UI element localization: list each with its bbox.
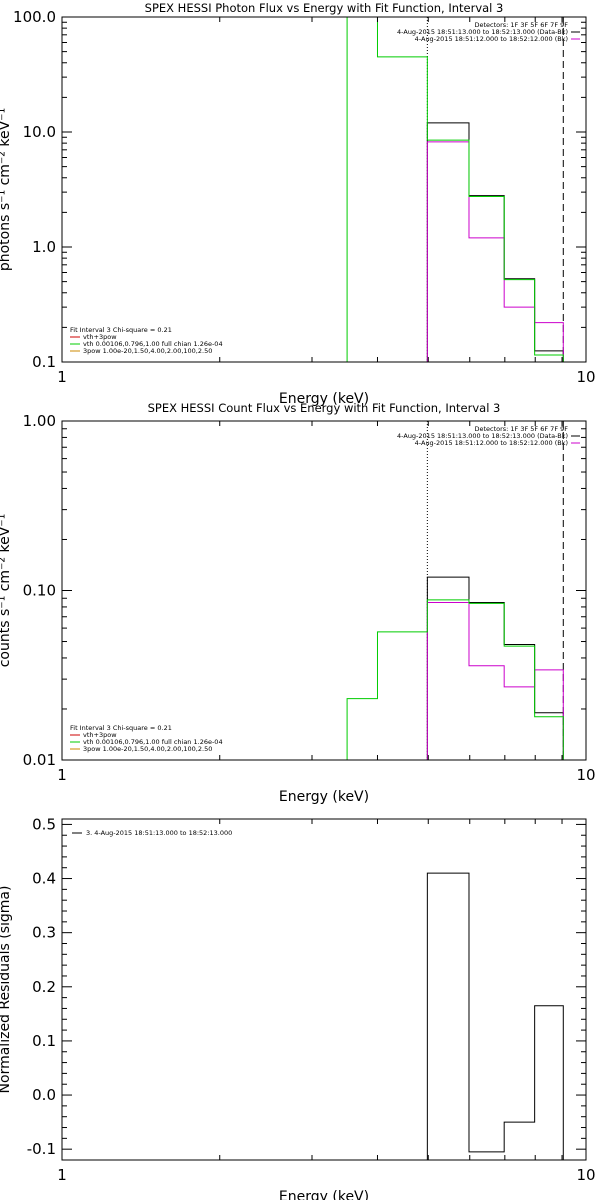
- legend-entry: 3pow 1.00e-20,1.50,4.00,2.00,100,2.50: [83, 745, 212, 753]
- legend-entry: vth+3pow: [83, 731, 117, 739]
- legend-entry: 4-Aug-2015 18:51:13.000 to 18:52:13.000 …: [397, 432, 568, 440]
- legend-entry: vth 0.00106,0.796,1.00 full chian 1.26e-…: [83, 738, 223, 746]
- chart-title: SPEX HESSI Count Flux vs Energy with Fit…: [148, 401, 501, 415]
- legend-entry: Detectors: 1F 3F 5F 6F 7F 9F: [474, 21, 568, 29]
- legend-entry: Detectors: 1F 3F 5F 6F 7F 9F: [474, 425, 568, 433]
- plot-frame: [61, 420, 587, 761]
- series-1-step: [426, 122, 564, 362]
- y-tick-label: 10.0: [23, 123, 56, 141]
- series-3-step: [346, 599, 564, 760]
- y-axis-label: counts s⁻¹ cm⁻² keV⁻¹: [0, 514, 13, 668]
- series-3-step: [346, 17, 564, 362]
- series-1-step: [426, 576, 564, 760]
- chart-panel-2: SPEX HESSI Count Flux vs Energy with Fit…: [0, 401, 596, 805]
- y-tick-label: 0.1: [32, 353, 56, 371]
- chart-title: SPEX HESSI Photon Flux vs Energy with Fi…: [145, 1, 504, 15]
- legend-entry: vth+3pow: [83, 333, 117, 341]
- legend-entry: vth 0.00106,0.796,1.00 full chian 1.26e-…: [83, 340, 223, 348]
- y-tick-label: 0.3: [32, 924, 56, 942]
- series-2-step: [426, 141, 564, 362]
- y-axis-label: Normalized Residuals (sigma): [0, 886, 13, 1094]
- y-tick-label: 100.0: [13, 8, 56, 26]
- x-tick-label: 1: [57, 368, 67, 386]
- series-1-step: [426, 872, 564, 1160]
- x-axis-label: Energy (keV): [279, 391, 369, 407]
- y-tick-label: 1.00: [23, 412, 56, 430]
- y-tick-label: -0.1: [27, 1140, 56, 1158]
- y-tick-label: 0.2: [32, 978, 56, 996]
- legend-entry: Fit Interval 3 Chi-square = 0.21: [70, 326, 172, 334]
- series-2-step: [426, 601, 564, 760]
- x-tick-label: 10: [576, 1166, 595, 1184]
- x-tick-label: 10: [576, 368, 595, 386]
- chart-panel-3: 1 10 -0.1 0.0 0.1 0.2 0.3 0.4 0.5 Energy (keV) Nor…: [0, 815, 596, 1200]
- legend-entry: 3pow 1.00e-20,1.50,4.00,2.00,100,2.50: [83, 347, 212, 355]
- chart-panel-1: SPEX HESSI Photon Flux vs Energy with Fi…: [0, 1, 596, 407]
- y-tick-label: 0.4: [32, 870, 56, 888]
- plot-frame: [61, 818, 587, 1161]
- legend-entry: Fit Interval 3 Chi-square = 0.21: [70, 724, 172, 732]
- y-tick-label: 0.5: [32, 815, 56, 833]
- plot-frame: [61, 16, 587, 363]
- y-tick-label: 0.1: [32, 1032, 56, 1050]
- y-tick-label: 0.10: [23, 582, 56, 600]
- x-tick-label: 10: [576, 766, 595, 784]
- y-tick-label: 0.01: [23, 751, 56, 769]
- x-tick-label: 1: [57, 766, 67, 784]
- y-axis-label: photons s⁻¹ cm⁻² keV⁻¹: [0, 108, 13, 271]
- legend-entry: 4-Aug-2015 18:51:13.000 to 18:52:13.000 …: [397, 28, 568, 36]
- legend-entry: 4-Aug-2015 18:51:12.000 to 18:52:12.000 …: [415, 35, 568, 43]
- y-tick-label: 0.0: [32, 1086, 56, 1104]
- x-tick-label: 1: [57, 1166, 67, 1184]
- y-tick-label: 1.0: [32, 238, 56, 256]
- x-axis-label: Energy (keV): [279, 1189, 369, 1200]
- legend-entry: 3. 4-Aug-2015 18:51:13.000 to 18:52:13.0…: [86, 829, 232, 837]
- x-axis-label: Energy (keV): [279, 789, 369, 805]
- legend-entry: 4-Aug-2015 18:51:12.000 to 18:52:12.000 …: [415, 439, 568, 447]
